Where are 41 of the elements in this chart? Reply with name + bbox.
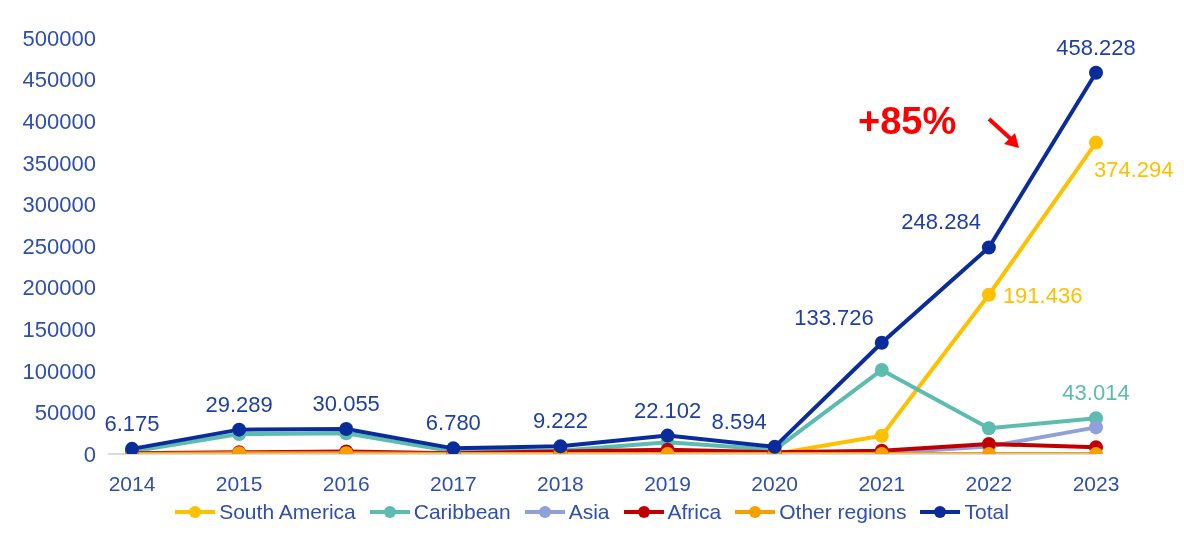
x-tick-label: 2021 bbox=[858, 471, 906, 495]
data-label: 43.014 bbox=[1062, 380, 1130, 406]
x-tick-label: 2015 bbox=[215, 471, 263, 495]
legend-label: Africa bbox=[667, 500, 722, 524]
data-label: 6.780 bbox=[425, 410, 481, 436]
data-label: 133.726 bbox=[794, 304, 874, 330]
legend-label: Caribbean bbox=[413, 500, 511, 524]
y-tick-label: 400000 bbox=[22, 109, 96, 135]
data-label: 248.284 bbox=[901, 209, 981, 235]
data-label: 22.102 bbox=[633, 397, 702, 423]
data-label: 6.175 bbox=[104, 410, 160, 436]
y-tick-label: 150000 bbox=[22, 317, 96, 343]
y-tick-label: 350000 bbox=[22, 150, 96, 176]
legend-label: South America bbox=[219, 500, 356, 524]
x-tick-label: 2016 bbox=[322, 471, 370, 495]
y-tick-label: 450000 bbox=[22, 67, 96, 93]
x-tick-label: 2017 bbox=[429, 471, 477, 495]
y-tick-label: 500000 bbox=[22, 25, 96, 51]
legend-label: Other regions bbox=[779, 500, 907, 524]
x-tick-label: 2019 bbox=[644, 471, 691, 495]
x-tick-label: 2022 bbox=[965, 471, 1013, 495]
x-tick-label: 2018 bbox=[537, 471, 584, 495]
annotation: +85% bbox=[858, 100, 957, 143]
data-label: 191.436 bbox=[1002, 282, 1083, 308]
x-tick-label: 2023 bbox=[1072, 471, 1120, 495]
data-label: 374.294 bbox=[1094, 156, 1174, 182]
y-tick-label: 250000 bbox=[22, 233, 96, 259]
y-tick-label: 100000 bbox=[22, 358, 96, 384]
y-tick-label: 0 bbox=[83, 441, 96, 467]
data-label: 9.222 bbox=[532, 408, 588, 434]
legend-label: Asia bbox=[568, 500, 610, 524]
y-tick-label: 50000 bbox=[34, 400, 96, 426]
x-tick-label: 2014 bbox=[108, 471, 156, 495]
y-tick-label: 300000 bbox=[22, 192, 96, 218]
data-label: 458.228 bbox=[1056, 34, 1136, 60]
legend-label: Total bbox=[964, 500, 1009, 524]
data-label: 8.594 bbox=[711, 408, 767, 434]
x-tick-label: 2020 bbox=[751, 471, 799, 495]
data-label: 30.055 bbox=[312, 390, 380, 416]
data-label: 29.289 bbox=[205, 391, 273, 417]
y-tick-label: 200000 bbox=[22, 275, 96, 301]
